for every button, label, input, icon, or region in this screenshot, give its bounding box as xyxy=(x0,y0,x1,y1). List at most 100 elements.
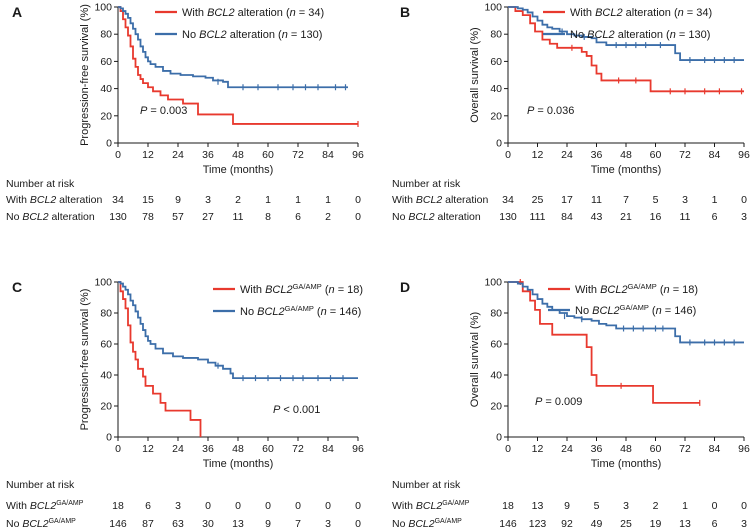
y-tick-label: 40 xyxy=(490,83,502,95)
x-tick-label: 36 xyxy=(202,149,214,161)
risk-value: 21 xyxy=(620,211,632,223)
p-value: P = 0.036 xyxy=(527,105,574,117)
risk-value: 18 xyxy=(502,500,514,512)
risk-row-label: With BCL2GA/AMP xyxy=(392,500,470,512)
risk-value: 19 xyxy=(650,518,662,530)
risk-value: 111 xyxy=(530,211,546,223)
risk-value: 25 xyxy=(532,194,544,206)
x-tick-label: 84 xyxy=(322,149,334,161)
x-tick-label: 60 xyxy=(650,443,662,455)
y-tick-label: 60 xyxy=(490,56,502,68)
risk-value: 1 xyxy=(265,194,271,206)
risk-value: 6 xyxy=(295,211,301,223)
x-tick-label: 0 xyxy=(115,443,121,455)
risk-value: 0 xyxy=(355,194,361,206)
risk-row-label: With BCL2 alteration xyxy=(6,194,102,206)
risk-table-title: Number at risk xyxy=(6,479,75,491)
risk-value: 146 xyxy=(499,518,517,530)
risk-row-label: No BCL2 alteration xyxy=(6,211,95,223)
x-tick-label: 72 xyxy=(292,149,304,161)
y-tick-label: 100 xyxy=(94,2,112,14)
x-tick-label: 0 xyxy=(505,149,511,161)
legend-label-without: No BCL2 alteration (n = 130) xyxy=(182,29,322,41)
x-tick-label: 60 xyxy=(650,149,662,161)
x-tick-label: 12 xyxy=(532,443,544,455)
x-tick-label: 96 xyxy=(738,149,750,161)
y-tick-label: 80 xyxy=(100,308,112,320)
x-tick-label: 36 xyxy=(591,443,603,455)
risk-value: 146 xyxy=(109,518,127,530)
x-tick-label: 60 xyxy=(262,149,274,161)
risk-value: 49 xyxy=(591,518,603,530)
risk-row-label: No BCL2 alteration xyxy=(392,211,481,223)
y-tick-label: 20 xyxy=(490,401,502,413)
risk-value: 2 xyxy=(325,211,331,223)
x-axis-title: Time (months) xyxy=(203,164,274,176)
risk-value: 0 xyxy=(235,500,241,512)
y-tick-label: 20 xyxy=(490,110,502,122)
y-tick-label: 60 xyxy=(490,339,502,351)
legend-label-without: No BCL2GA/AMP (n = 146) xyxy=(575,303,696,317)
y-tick-label: 0 xyxy=(106,138,112,150)
risk-value: 34 xyxy=(112,194,124,206)
risk-value: 3 xyxy=(682,194,688,206)
risk-value: 3 xyxy=(175,500,181,512)
risk-value: 3 xyxy=(623,500,629,512)
risk-value: 1 xyxy=(712,194,718,206)
y-tick-label: 20 xyxy=(100,401,112,413)
risk-value: 13 xyxy=(232,518,244,530)
y-axis-title: Overall survival (%) xyxy=(469,312,481,407)
p-value: P = 0.003 xyxy=(140,105,187,117)
risk-value: 11 xyxy=(680,211,691,223)
risk-value: 17 xyxy=(561,194,573,206)
risk-value: 27 xyxy=(202,211,214,223)
panel-letter: A xyxy=(12,4,22,20)
risk-value: 9 xyxy=(265,518,271,530)
x-tick-label: 24 xyxy=(561,149,573,161)
risk-value: 2 xyxy=(653,500,659,512)
legend-label-with: With BCL2 alteration (n = 34) xyxy=(182,7,324,19)
x-tick-label: 96 xyxy=(352,149,364,161)
x-axis-title: Time (months) xyxy=(591,458,662,470)
y-tick-label: 80 xyxy=(490,29,502,41)
risk-value: 5 xyxy=(594,500,600,512)
x-tick-label: 84 xyxy=(709,149,721,161)
y-tick-label: 60 xyxy=(100,56,112,68)
risk-value: 0 xyxy=(325,500,331,512)
km-curve-with xyxy=(508,281,700,404)
x-tick-label: 72 xyxy=(292,443,304,455)
x-tick-label: 84 xyxy=(709,443,721,455)
p-value: P = 0.009 xyxy=(535,396,582,408)
risk-row-label: No BCL2GA/AMP xyxy=(392,518,462,530)
risk-value: 87 xyxy=(142,518,154,530)
y-tick-label: 40 xyxy=(100,83,112,95)
risk-value: 11 xyxy=(591,194,602,206)
x-axis-title: Time (months) xyxy=(591,164,662,176)
y-tick-label: 40 xyxy=(490,370,502,382)
legend-label-with: With BCL2GA/AMP (n = 18) xyxy=(240,282,363,296)
y-axis-title: Progression-free survival (%) xyxy=(79,4,91,146)
x-tick-label: 96 xyxy=(352,443,364,455)
risk-value: 6 xyxy=(712,518,718,530)
y-axis-title: Progression-free survival (%) xyxy=(79,289,91,431)
risk-value: 3 xyxy=(325,518,331,530)
x-tick-label: 72 xyxy=(679,443,691,455)
km-curve-with xyxy=(508,6,744,93)
risk-value: 6 xyxy=(712,211,718,223)
panel-letter: D xyxy=(400,279,410,295)
risk-table-title: Number at risk xyxy=(392,479,461,491)
km-curve-without xyxy=(118,281,358,379)
legend-label-with: With BCL2 alteration (n = 34) xyxy=(570,7,712,19)
x-tick-label: 36 xyxy=(591,149,603,161)
panel-letter: C xyxy=(12,279,22,295)
x-tick-label: 24 xyxy=(172,443,184,455)
risk-value: 3 xyxy=(741,211,747,223)
risk-value: 0 xyxy=(265,500,271,512)
legend-label-with: With BCL2GA/AMP (n = 18) xyxy=(575,282,698,296)
risk-row-label: With BCL2GA/AMP xyxy=(6,500,84,512)
risk-value: 78 xyxy=(142,211,154,223)
km-curve-with xyxy=(118,281,202,437)
